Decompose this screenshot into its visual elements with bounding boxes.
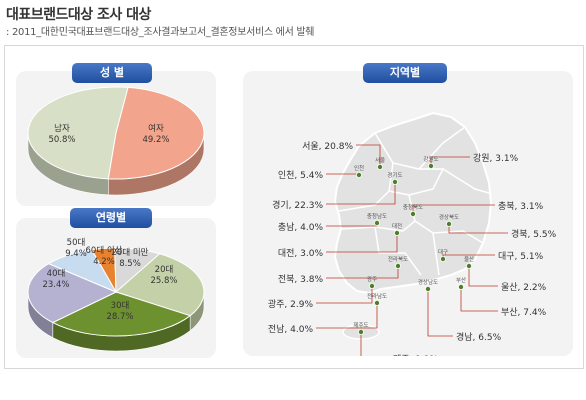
leader-line-전북 (326, 266, 399, 279)
region-dot-제주 (358, 328, 365, 335)
region-label-서울: 서울, 20.8% (302, 141, 353, 152)
leader-line-부산 (460, 287, 498, 312)
map-label-부산: 부산 (456, 276, 466, 284)
pie-label-여자: 여자 (148, 123, 164, 134)
region-dot-울산 (465, 262, 472, 269)
leader-line-광주 (316, 286, 373, 304)
pie-label-50대: 50대 (67, 238, 86, 248)
region-label-강원: 강원, 3.1% (473, 153, 519, 164)
page-title: 대표브랜드대상 조사 대상 (6, 7, 151, 23)
region-label-인천: 인천, 5.4% (278, 170, 324, 181)
map-label-전라남도: 전라남도 (367, 292, 387, 300)
pie-slice-50대 (47, 249, 118, 294)
region-dot-충남 (373, 219, 380, 226)
region-dot-서울 (376, 164, 383, 171)
region-dot-대구 (439, 255, 446, 262)
pie-slice-여자 (107, 86, 205, 180)
leader-line-충북 (412, 204, 495, 214)
leader-line-울산 (468, 266, 498, 287)
gender-panel: 남자 50.8% 여자 49.2% (16, 71, 216, 206)
map-label-전라북도: 전라북도 (388, 255, 408, 263)
map-label-대전: 대전 (392, 222, 402, 230)
leader-line-서울 (356, 144, 381, 167)
region-dot-경기 (391, 179, 398, 186)
pie-label-20대: 20대 (155, 265, 174, 275)
region-label-전북: 전북, 3.8% (278, 274, 324, 285)
region-label-울산: 울산, 2.2% (501, 282, 547, 293)
pie-label-20대 미만: 20대 미만 (112, 248, 149, 258)
gender-tab: 성 별 (72, 63, 152, 83)
region-label-대구: 대구, 5.1% (498, 251, 544, 262)
region-dot-충북 (409, 210, 416, 217)
region-label-대전: 대전, 3.0% (278, 248, 324, 259)
region-dot-전남 (373, 299, 380, 306)
region-dot-대전 (393, 229, 400, 236)
pie-slice-30대 (51, 291, 192, 337)
region-label-충북: 충북, 3.1% (498, 201, 544, 212)
leader-line-제주 (360, 332, 362, 356)
region-label-전남: 전남, 4.0% (268, 324, 314, 335)
pie-value-20대 미만: 8.5% (119, 259, 141, 269)
age-tab: 연령별 (70, 208, 152, 228)
region-label-광주: 광주, 2.9% (268, 298, 314, 310)
region-dot-부산 (457, 283, 464, 290)
pie-label-남자: 남자 (54, 124, 70, 134)
pie-label-40대: 40대 (47, 269, 66, 279)
map-label-대구: 대구 (438, 248, 448, 256)
region-label-경북: 경북, 5.5% (511, 228, 557, 240)
map-label-광주: 광주 (367, 276, 377, 283)
region-tab: 지역별 (363, 63, 447, 83)
leader-line-경남 (427, 289, 453, 337)
region-label-경기: 경기, 22.3% (272, 199, 323, 211)
region-dot-광주 (369, 282, 376, 289)
content-frame: 남자 50.8% 여자 49.2% 성 별 60대 이상 4.2% 20대 미만 8.5% 2… (4, 45, 584, 369)
pie-label-30대: 30대 (111, 301, 130, 311)
map-label-제주도: 제주도 (353, 321, 368, 329)
map-label-서울: 서울 (375, 156, 385, 164)
leader-line-전남 (316, 303, 378, 329)
region-dot-전북 (394, 262, 401, 269)
region-label-경남: 경남, 6.5% (456, 331, 502, 343)
leader-line-대전 (326, 233, 398, 253)
region-label-부산: 부산, 7.4% (501, 307, 547, 318)
leader-line-강원 (430, 156, 470, 166)
page-subtitle: : 2011_대한민국대표브랜드대상_조사결과보고서_결혼정보서비스 에서 발췌 (6, 27, 315, 38)
pie-value-30대: 28.7% (106, 312, 133, 322)
pie-slice-남자 (27, 86, 129, 180)
map-label-충청북도: 충청북도 (403, 203, 423, 211)
region-dot-경남 (424, 285, 431, 292)
region-dot-인천 (356, 172, 363, 179)
pie-value-남자: 50.8% (48, 135, 75, 145)
map-label-강원도: 강원도 (423, 155, 438, 163)
region-dot-강원 (427, 163, 434, 170)
korea-mainland-shape (333, 111, 493, 295)
leader-line-경기 (326, 182, 396, 205)
pie-value-50대: 9.4% (65, 249, 87, 259)
map-label-경상남도: 경상남도 (418, 278, 438, 286)
age-panel: 60대 이상 4.2% 20대 미만 8.5% 20대 25.8% 30대 28.7% 40대 2… (16, 218, 216, 358)
pie-label-60대 이상: 60대 이상 (86, 245, 123, 256)
pie-value-여자: 49.2% (142, 135, 169, 145)
region-label-제주: 제주, 1.1% (393, 354, 439, 356)
map-label-인천: 인천 (354, 164, 364, 172)
map-label-울산: 울산 (464, 255, 474, 263)
leader-line-경북 (448, 224, 508, 234)
region-dot-경북 (445, 220, 452, 227)
pie-slice-20대 (115, 253, 205, 317)
map-label-경상북도: 경상북도 (439, 213, 459, 221)
map-label-충청남도: 충청남도 (367, 212, 387, 220)
pie-value-60대 이상: 4.2% (93, 257, 115, 267)
map-label-경기도: 경기도 (387, 171, 402, 179)
pie-value-40대: 23.4% (42, 280, 69, 290)
pie-value-20대: 25.8% (150, 276, 177, 286)
region-label-충남: 충남, 4.0% (278, 222, 324, 233)
pie-slice-40대 (27, 263, 118, 324)
